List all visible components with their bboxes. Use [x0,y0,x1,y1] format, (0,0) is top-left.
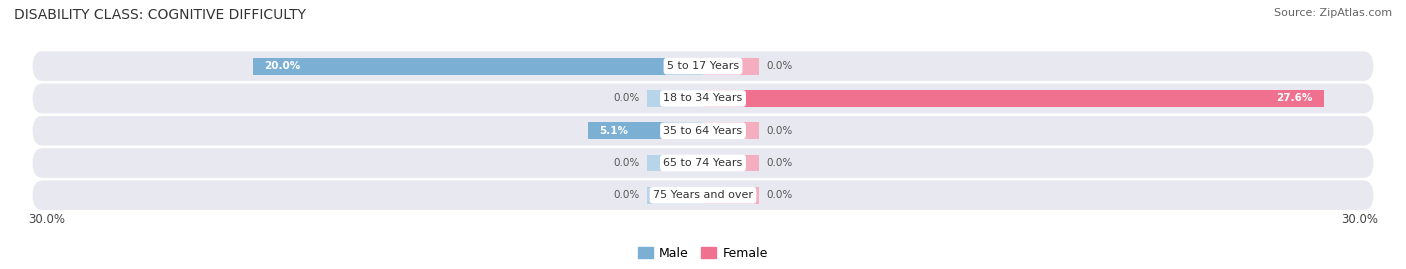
Text: 30.0%: 30.0% [1341,213,1378,226]
Text: 30.0%: 30.0% [28,213,65,226]
Text: 20.0%: 20.0% [264,61,301,71]
Text: 0.0%: 0.0% [614,93,640,104]
Text: 27.6%: 27.6% [1277,93,1313,104]
Bar [253,58,703,75]
Bar [703,155,759,171]
FancyBboxPatch shape [32,180,1374,210]
FancyBboxPatch shape [32,116,1374,146]
Text: 0.0%: 0.0% [766,126,792,136]
Text: Source: ZipAtlas.com: Source: ZipAtlas.com [1274,8,1392,18]
FancyBboxPatch shape [32,84,1374,113]
Bar [703,58,759,75]
Legend: Male, Female: Male, Female [633,242,773,265]
Text: 5.1%: 5.1% [599,126,628,136]
Text: 18 to 34 Years: 18 to 34 Years [664,93,742,104]
Bar [703,90,1324,107]
Text: 35 to 64 Years: 35 to 64 Years [664,126,742,136]
Text: 0.0%: 0.0% [766,158,792,168]
Text: 0.0%: 0.0% [766,190,792,200]
Bar [703,122,759,139]
FancyBboxPatch shape [32,51,1374,81]
FancyBboxPatch shape [32,148,1374,178]
Bar [647,155,703,171]
Bar [647,90,703,107]
Text: 0.0%: 0.0% [614,190,640,200]
Text: 65 to 74 Years: 65 to 74 Years [664,158,742,168]
Text: 75 Years and over: 75 Years and over [652,190,754,200]
Text: 5 to 17 Years: 5 to 17 Years [666,61,740,71]
Text: DISABILITY CLASS: COGNITIVE DIFFICULTY: DISABILITY CLASS: COGNITIVE DIFFICULTY [14,8,307,22]
Bar [647,187,703,204]
Bar [703,187,759,204]
Bar [588,122,703,139]
Text: 0.0%: 0.0% [614,158,640,168]
Text: 0.0%: 0.0% [766,61,792,71]
